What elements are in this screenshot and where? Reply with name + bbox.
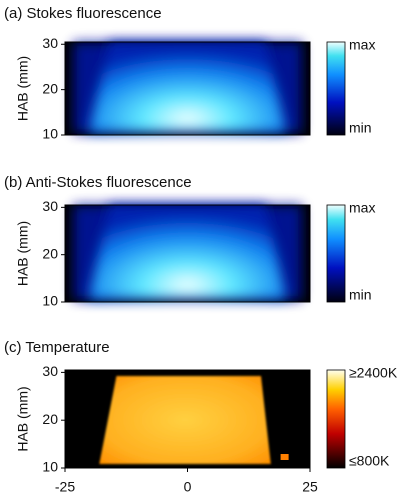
panel-title: (c) Temperature [4,339,110,356]
colorbar-min-label: ≤800K [349,453,390,469]
y-tick-label: 10 [42,459,58,475]
y-tick-label: 20 [42,80,58,96]
panel-title: (b) Anti-Stokes fluorescence [4,174,192,191]
y-axis-label: HAB (mm) [15,221,31,286]
heatmap-spot [280,454,289,460]
y-axis-label: HAB (mm) [15,56,31,121]
heatmap-image [99,376,271,464]
colorbar [326,204,346,303]
y-tick-label: 10 [42,293,58,309]
y-axis-label: HAB (mm) [15,386,31,451]
panel-title: (a) Stokes fluorescence [4,5,162,22]
colorbar-max-label: max [349,37,375,53]
y-tick-label: 30 [42,198,58,214]
x-tick-label: -25 [55,479,75,495]
y-tick-label: 10 [42,126,58,142]
colorbar-min-label: min [349,287,372,303]
x-tick-label: 25 [302,479,318,495]
y-tick-label: 30 [42,35,58,51]
plot-frame [64,41,311,136]
colorbar-max-label: ≥2400K [349,365,398,381]
colorbar-max-label: max [349,200,375,216]
y-tick-label: 30 [42,363,58,379]
colorbar [326,41,346,136]
heatmap-image [88,205,287,299]
x-tick-label: 0 [184,479,192,495]
y-tick-label: 20 [42,411,58,427]
heatmap-image [88,42,287,132]
plot-frame [64,204,311,303]
colorbar [326,369,346,469]
colorbar-min-label: min [349,120,372,136]
y-tick-label: 20 [42,245,58,261]
